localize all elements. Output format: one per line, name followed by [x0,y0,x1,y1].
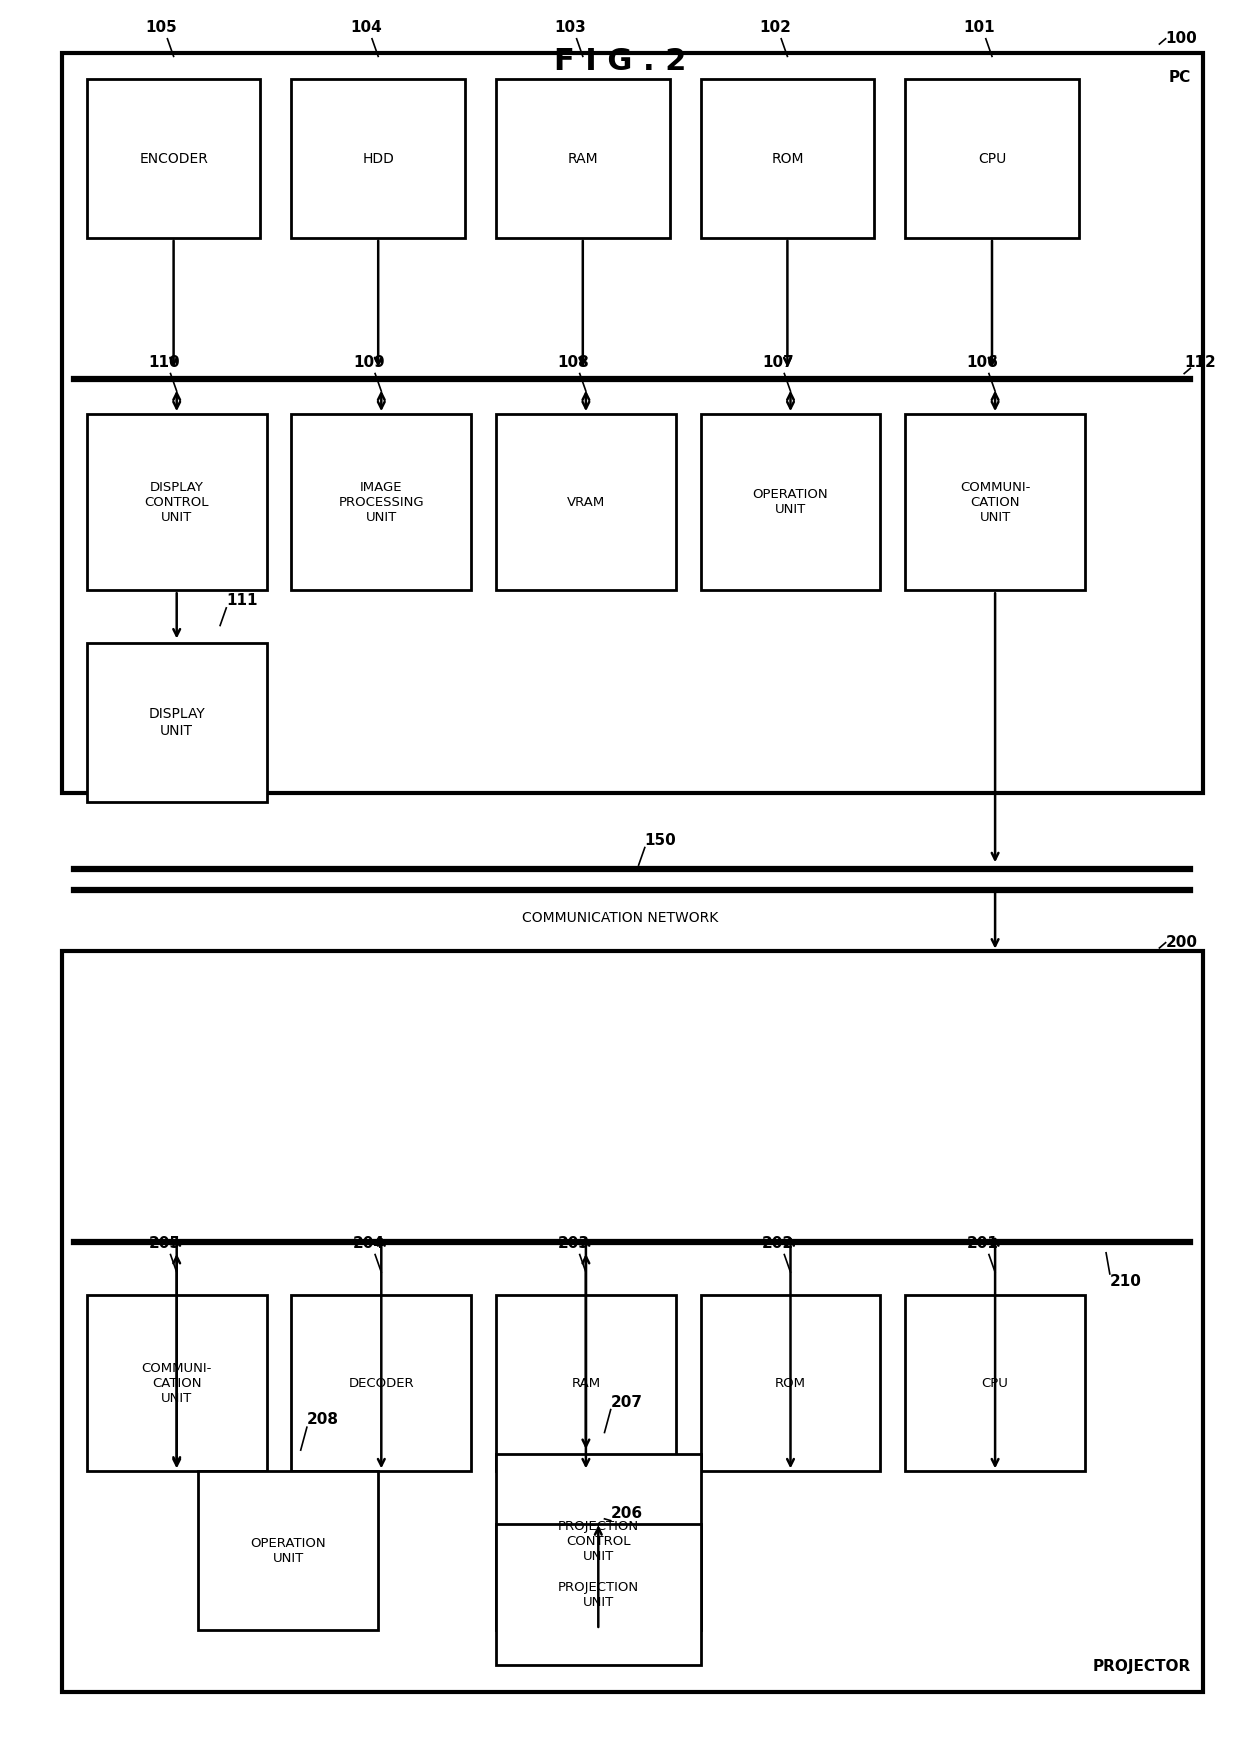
Text: 104: 104 [350,19,382,35]
FancyBboxPatch shape [87,414,267,590]
FancyBboxPatch shape [496,1454,701,1630]
Text: 206: 206 [611,1505,642,1521]
Text: 208: 208 [306,1411,339,1427]
Text: CPU: CPU [982,1376,1008,1390]
Text: CPU: CPU [978,152,1006,166]
FancyBboxPatch shape [496,79,670,238]
FancyBboxPatch shape [496,1295,676,1471]
FancyBboxPatch shape [291,79,465,238]
Text: 105: 105 [145,19,177,35]
Text: ENCODER: ENCODER [139,152,208,166]
Text: PROJECTION
CONTROL
UNIT: PROJECTION CONTROL UNIT [558,1521,639,1563]
Text: ROM: ROM [775,1376,806,1390]
FancyBboxPatch shape [701,414,880,590]
Text: 201: 201 [967,1235,998,1251]
FancyBboxPatch shape [87,79,260,238]
Text: 103: 103 [554,19,587,35]
Text: 100: 100 [1166,32,1198,46]
FancyBboxPatch shape [291,1295,471,1471]
FancyBboxPatch shape [905,79,1079,238]
FancyBboxPatch shape [87,643,267,802]
Text: F I G . 2: F I G . 2 [554,48,686,76]
Text: COMMUNI-
CATION
UNIT: COMMUNI- CATION UNIT [141,1362,212,1404]
FancyBboxPatch shape [701,1295,880,1471]
Text: 202: 202 [763,1235,794,1251]
Text: PC: PC [1168,70,1190,86]
Text: 110: 110 [149,354,180,370]
Text: 101: 101 [963,19,996,35]
FancyBboxPatch shape [701,79,874,238]
FancyBboxPatch shape [87,1295,267,1471]
Text: 150: 150 [645,832,677,848]
FancyBboxPatch shape [198,1471,378,1630]
Text: HDD: HDD [362,152,394,166]
Text: COMMUNI-
CATION
UNIT: COMMUNI- CATION UNIT [960,481,1030,523]
Text: RAM: RAM [572,1376,600,1390]
Text: 106: 106 [967,354,998,370]
Text: VRAM: VRAM [567,495,605,509]
Text: COMMUNICATION NETWORK: COMMUNICATION NETWORK [522,911,718,925]
FancyBboxPatch shape [905,414,1085,590]
FancyBboxPatch shape [496,1524,701,1665]
Text: 204: 204 [353,1235,384,1251]
FancyBboxPatch shape [62,53,1203,793]
Text: 111: 111 [227,592,258,608]
Text: 108: 108 [558,354,589,370]
Text: DISPLAY
UNIT: DISPLAY UNIT [149,707,205,738]
Text: 200: 200 [1166,936,1198,950]
Text: 205: 205 [149,1235,180,1251]
Text: IMAGE
PROCESSING
UNIT: IMAGE PROCESSING UNIT [339,481,424,523]
Text: 207: 207 [611,1394,642,1410]
Text: PROJECTOR: PROJECTOR [1092,1658,1190,1674]
Text: 210: 210 [1110,1274,1142,1290]
Text: RAM: RAM [568,152,598,166]
Text: 203: 203 [558,1235,589,1251]
Text: OPERATION
UNIT: OPERATION UNIT [250,1536,326,1565]
FancyBboxPatch shape [496,414,676,590]
Text: DISPLAY
CONTROL
UNIT: DISPLAY CONTROL UNIT [144,481,210,523]
Text: 107: 107 [763,354,794,370]
FancyBboxPatch shape [62,951,1203,1692]
Text: 109: 109 [353,354,384,370]
Text: ROM: ROM [771,152,804,166]
Text: OPERATION
UNIT: OPERATION UNIT [753,488,828,516]
Text: PROJECTION
UNIT: PROJECTION UNIT [558,1581,639,1609]
Text: 112: 112 [1184,354,1216,370]
Text: DECODER: DECODER [348,1376,414,1390]
FancyBboxPatch shape [291,414,471,590]
Text: 102: 102 [759,19,791,35]
FancyBboxPatch shape [905,1295,1085,1471]
